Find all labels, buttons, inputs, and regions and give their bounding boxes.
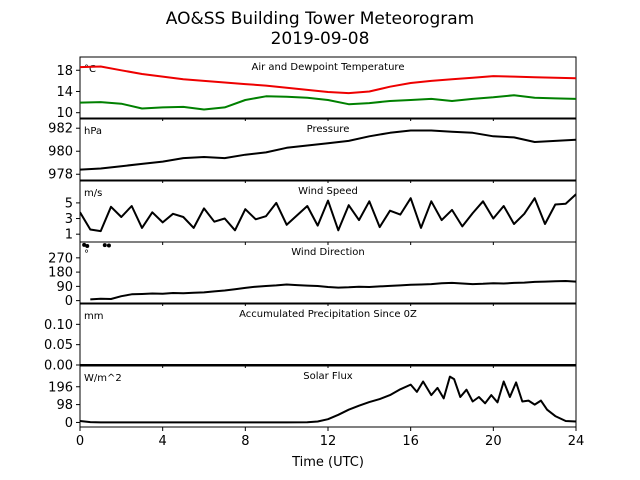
- series-line-temp-0: [80, 65, 576, 95]
- series-point: [82, 242, 87, 247]
- panel-unit-temp: °C: [84, 64, 96, 75]
- panel-unit-wind_speed: m/s: [84, 188, 102, 199]
- panel-pressure: 978 980 982 Pressure hPa: [48, 118, 577, 183]
- y-tick-label: 196: [48, 380, 73, 395]
- panel-unit-wind_dir: °: [84, 249, 89, 260]
- y-tick-label: 180: [48, 266, 73, 281]
- series-line-pressure-0: [80, 129, 576, 171]
- panel-unit-pressure: hPa: [84, 126, 102, 137]
- series-line-wind_speed-0: [80, 193, 576, 233]
- panel-temp: 10 14 18 Air and Dewpoint Temperature °C: [56, 56, 577, 121]
- x-tick-label: 12: [320, 434, 337, 449]
- panel-unit-precip: mm: [84, 311, 103, 322]
- y-tick-label: 10: [56, 106, 73, 121]
- x-axis-label: Time (UTC): [291, 455, 364, 470]
- series-point: [85, 243, 90, 248]
- y-tick-label: 0: [65, 416, 73, 431]
- panel-title-wind_dir: Wind Direction: [291, 247, 365, 258]
- y-tick-label: 0: [65, 294, 73, 309]
- y-tick-label: 1: [65, 228, 73, 243]
- y-tick-label: 90: [56, 280, 73, 295]
- figure-subtitle: 2019-09-08: [271, 29, 370, 49]
- y-tick-label: 270: [48, 251, 73, 266]
- panel-precip: 0.00 0.05 0.10 Accumulated Precipitation Si…: [44, 303, 577, 374]
- panel-wind_speed: 135 Wind Speed m/s: [65, 180, 577, 245]
- y-tick-label: 18: [56, 64, 73, 79]
- y-tick-label: 0.00: [44, 359, 73, 374]
- x-tick-label: 0: [76, 434, 84, 449]
- y-tick-label: 982: [48, 122, 73, 137]
- y-tick-label: 5: [65, 196, 73, 211]
- x-tick-label: 24: [568, 434, 585, 449]
- y-tick-label: 978: [48, 168, 73, 183]
- y-tick-label: 14: [56, 85, 73, 100]
- panel-title-wind_speed: Wind Speed: [298, 186, 358, 197]
- panel-title-precip: Accumulated Precipitation Since 0Z: [239, 309, 417, 320]
- y-tick-label: 0.05: [44, 338, 73, 353]
- y-tick-label: 98: [56, 398, 73, 413]
- panel-solar: 0 98 196 Solar Flux W/m^2: [48, 365, 577, 431]
- x-tick-label: 16: [402, 434, 419, 449]
- series-line-wind_dir-0: [90, 280, 576, 301]
- y-tick-label: 3: [65, 212, 73, 227]
- y-tick-label: 0.10: [44, 318, 73, 333]
- series-point: [102, 243, 107, 248]
- panel-title-pressure: Pressure: [307, 124, 350, 135]
- y-tick-label: 980: [48, 145, 73, 160]
- x-axis: 0 4 8 12 16 20 24: [76, 427, 584, 449]
- panel-title-solar: Solar Flux: [303, 371, 353, 382]
- series-point: [106, 243, 111, 248]
- figure-title: AO&SS Building Tower Meteorogram: [166, 9, 474, 29]
- series-line-temp-1: [80, 94, 576, 111]
- x-tick-label: 8: [241, 434, 249, 449]
- x-tick-label: 20: [485, 434, 502, 449]
- panel-title-temp: Air and Dewpoint Temperature: [252, 62, 405, 73]
- x-tick-label: 4: [159, 434, 167, 449]
- series-line-solar-0: [80, 375, 576, 424]
- panel-unit-solar: W/m^2: [84, 373, 122, 384]
